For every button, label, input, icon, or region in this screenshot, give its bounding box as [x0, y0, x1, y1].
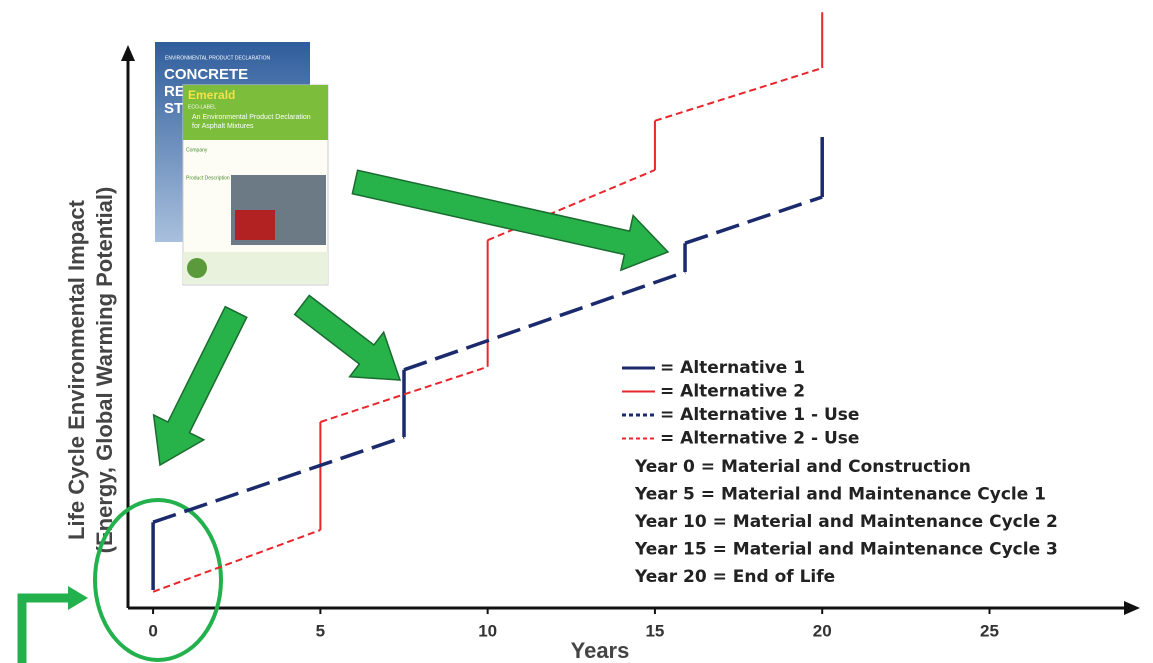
doc-title: CONCRETE: [164, 66, 248, 83]
document-thumbnails: ENVIRONMENTAL PRODUCT DECLARATION CONCRE…: [155, 42, 329, 286]
series-line: [152, 195, 823, 524]
pointer-arrow: [351, 169, 670, 272]
x-tick-label: 15: [645, 621, 664, 640]
x-tick-label: 0: [148, 621, 157, 640]
legend-label: = Alternative 1 - Use: [660, 405, 859, 425]
annotation: Year 15 = Material and Maintenance Cycle…: [634, 540, 1058, 560]
doc-section: Product Description: [186, 175, 230, 181]
x-tick-label: 5: [316, 621, 325, 640]
annotation: Year 0 = Material and Construction: [634, 457, 971, 477]
y-axis-label: Life Cycle Environmental Impact: [64, 199, 89, 540]
doc-photo-truck: [235, 210, 275, 240]
x-tick-label: 25: [980, 621, 999, 640]
pointer-arrow: [293, 294, 402, 381]
series-line: [151, 137, 824, 590]
y-axis-label: (Energy, Global Warming Potential): [92, 187, 117, 554]
doc-title: An Environmental Product Declaration: [192, 114, 311, 121]
corner-arrow-head: [68, 586, 88, 610]
corner-arrow: [17, 593, 70, 663]
annotation: Year 20 = End of Life: [634, 567, 835, 587]
legend-label: = Alternative 2 - Use: [660, 429, 859, 449]
y-axis-arrow: [121, 45, 135, 61]
doc-footer: [183, 252, 328, 284]
doc-title: STI: [164, 100, 187, 117]
legend-label: = Alternative 2: [660, 382, 805, 402]
x-axis-arrow: [1124, 601, 1140, 615]
legend-label: = Alternative 1: [660, 358, 805, 378]
doc-section: Company: [186, 147, 208, 153]
pointer-arrow: [152, 305, 248, 467]
x-tick-label: 10: [478, 621, 497, 640]
doc-seal: [187, 258, 207, 278]
doc-title: for Asphalt Mixtures: [192, 123, 254, 130]
x-axis-label: Years: [571, 638, 630, 663]
series-line: [319, 12, 824, 530]
doc-header: ENVIRONMENTAL PRODUCT DECLARATION: [165, 55, 270, 61]
doc-title: RE: [164, 83, 185, 100]
series-line: [152, 67, 823, 593]
x-tick-label: 20: [813, 621, 832, 640]
doc-banner: [183, 85, 328, 140]
annotation: Year 5 = Material and Maintenance Cycle …: [634, 485, 1046, 505]
highlight-ellipse: [93, 498, 223, 662]
doc-label: ECO-LABEL: [188, 104, 216, 110]
annotation: Year 10 = Material and Maintenance Cycle…: [634, 512, 1058, 532]
doc-brand: Emerald: [188, 88, 235, 102]
